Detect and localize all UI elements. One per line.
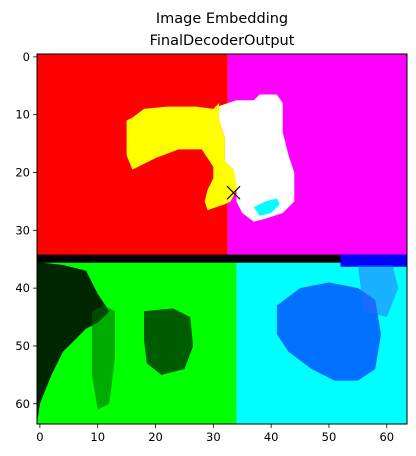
heatmap-image — [37, 54, 407, 424]
heatmap-blob-0 — [126, 103, 237, 211]
heatmap-blob-3 — [37, 262, 110, 424]
x-tick-label: 60 — [379, 430, 394, 444]
y-tick-label: 0 — [23, 50, 30, 64]
heatmap-blob-5 — [144, 308, 194, 375]
x-tick-label: 40 — [264, 430, 279, 444]
heatmap-region-5 — [340, 254, 407, 267]
heatmap-region-4 — [37, 254, 407, 263]
heatmap-blob-2 — [253, 198, 280, 216]
y-axis: 0 10 20 30 40 50 60 — [15, 50, 37, 411]
y-tick-label: 50 — [15, 339, 30, 353]
x-tick-label: 20 — [148, 430, 163, 444]
heatmap-blob-1 — [219, 94, 295, 222]
heatmap-blob-4 — [91, 305, 115, 410]
chart-title-line-2: FinalDecoderOutput — [150, 33, 295, 49]
plot-frame — [36, 53, 408, 425]
x-marker — [226, 185, 241, 200]
x-tick-label: 10 — [90, 430, 105, 444]
y-tick-label: 40 — [15, 281, 30, 295]
y-tick-label: 10 — [15, 108, 30, 122]
x-tick-label: 30 — [206, 430, 221, 444]
heatmap-blob-6 — [276, 282, 381, 381]
heatmap-blob-7 — [357, 265, 399, 317]
x-tick-label: 50 — [322, 430, 337, 444]
chart-title-line-1: Image Embedding — [156, 11, 288, 27]
y-tick-label: 60 — [15, 397, 30, 411]
x-tick-label: 0 — [36, 430, 43, 444]
y-tick-label: 20 — [15, 166, 30, 180]
y-tick-label: 30 — [15, 223, 30, 237]
x-axis: 0 10 20 30 40 50 60 — [36, 424, 394, 444]
marker-layer — [226, 185, 241, 200]
